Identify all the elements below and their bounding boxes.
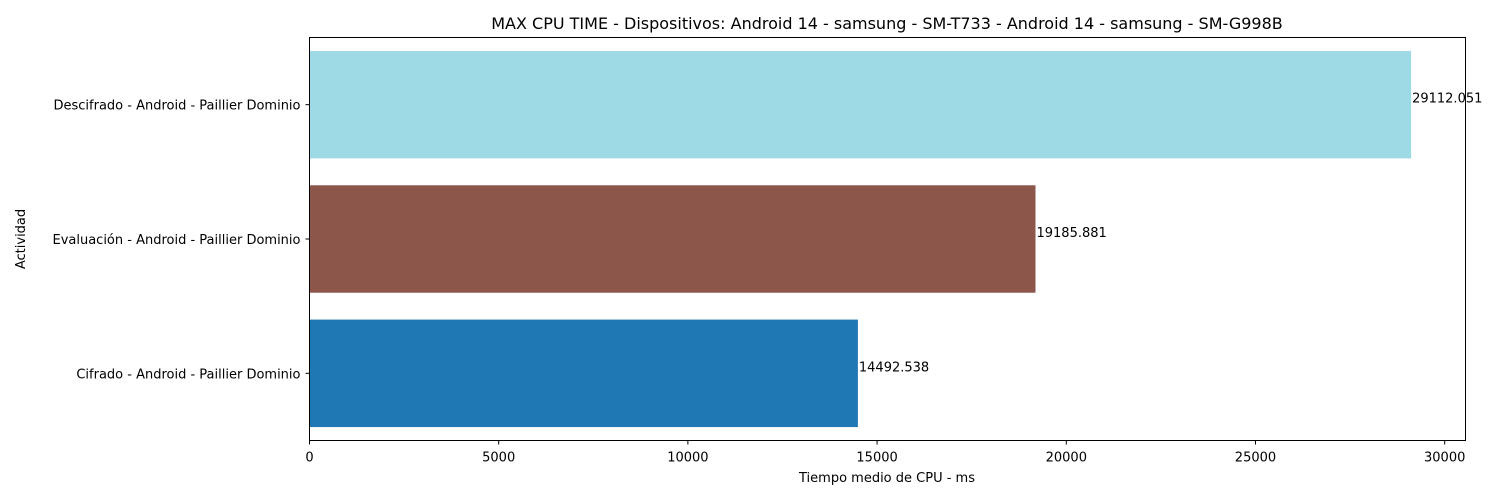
x-tick-label: 5000 bbox=[482, 451, 515, 466]
bar bbox=[309, 50, 1412, 159]
x-tick-label: 10000 bbox=[667, 451, 708, 466]
bar-value-label: 14492.538 bbox=[859, 360, 929, 375]
chart-title: MAX CPU TIME - Dispositivos: Android 14 … bbox=[491, 14, 1283, 33]
bar-value-label: 29112.051 bbox=[1412, 92, 1482, 107]
plot-area: 14492.538 Cifrado - Android - Paillier Do… bbox=[52, 50, 1482, 466]
x-tick-label: 20000 bbox=[1046, 451, 1087, 466]
x-tick-label: 0 bbox=[305, 451, 313, 466]
x-axis-label: Tiempo medio de CPU - ms bbox=[798, 471, 975, 486]
y-tick-label: Cifrado - Android - Paillier Dominio bbox=[76, 367, 300, 382]
y-tick-label: Descifrado - Android - Paillier Dominio bbox=[54, 99, 301, 114]
x-tick-label: 25000 bbox=[1235, 451, 1276, 466]
plot-frame bbox=[309, 37, 1466, 441]
bar bbox=[309, 185, 1036, 293]
bar bbox=[309, 319, 858, 428]
y-axis-label: Actividad bbox=[14, 209, 29, 269]
x-tick-label: 15000 bbox=[856, 451, 897, 466]
x-tick-label: 30000 bbox=[1424, 451, 1465, 466]
bar-value-label: 19185.881 bbox=[1036, 226, 1106, 241]
y-tick-label: Evaluación - Android - Paillier Dominio bbox=[52, 233, 300, 248]
